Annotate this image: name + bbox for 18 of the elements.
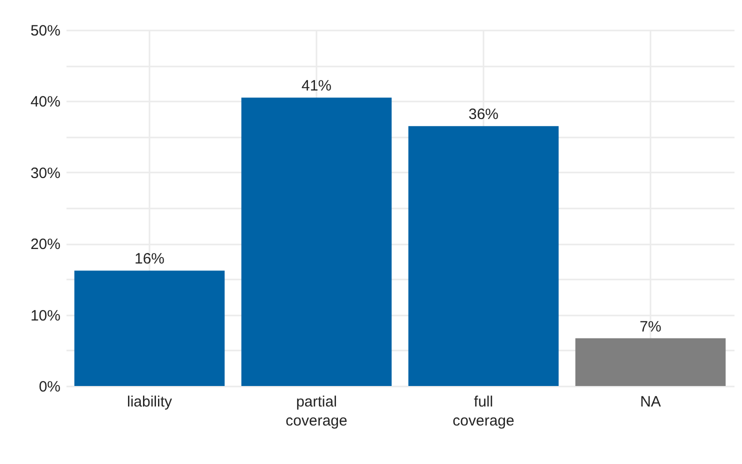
- y-tick-label: 20%: [30, 236, 60, 254]
- bar: [241, 98, 392, 386]
- y-tick-label: 30%: [30, 164, 60, 182]
- bar: [408, 126, 559, 386]
- x-tick-label: full coverage: [452, 394, 514, 430]
- y-tick-label: 50%: [30, 22, 60, 40]
- y-tick-label: 0%: [38, 378, 60, 396]
- bar: [575, 338, 726, 386]
- y-tick-label: 10%: [30, 307, 60, 324]
- data-label: 36%: [468, 106, 499, 124]
- bar: [74, 270, 225, 386]
- data-label: 41%: [301, 78, 332, 95]
- x-tick-label: liability: [126, 394, 173, 410]
- x-tick-label: NA: [640, 394, 661, 410]
- y-tick-label: 40%: [30, 94, 60, 111]
- data-label: 16%: [134, 250, 165, 268]
- x-tick-label: partial coverage: [286, 394, 348, 430]
- data-label: 7%: [640, 318, 662, 336]
